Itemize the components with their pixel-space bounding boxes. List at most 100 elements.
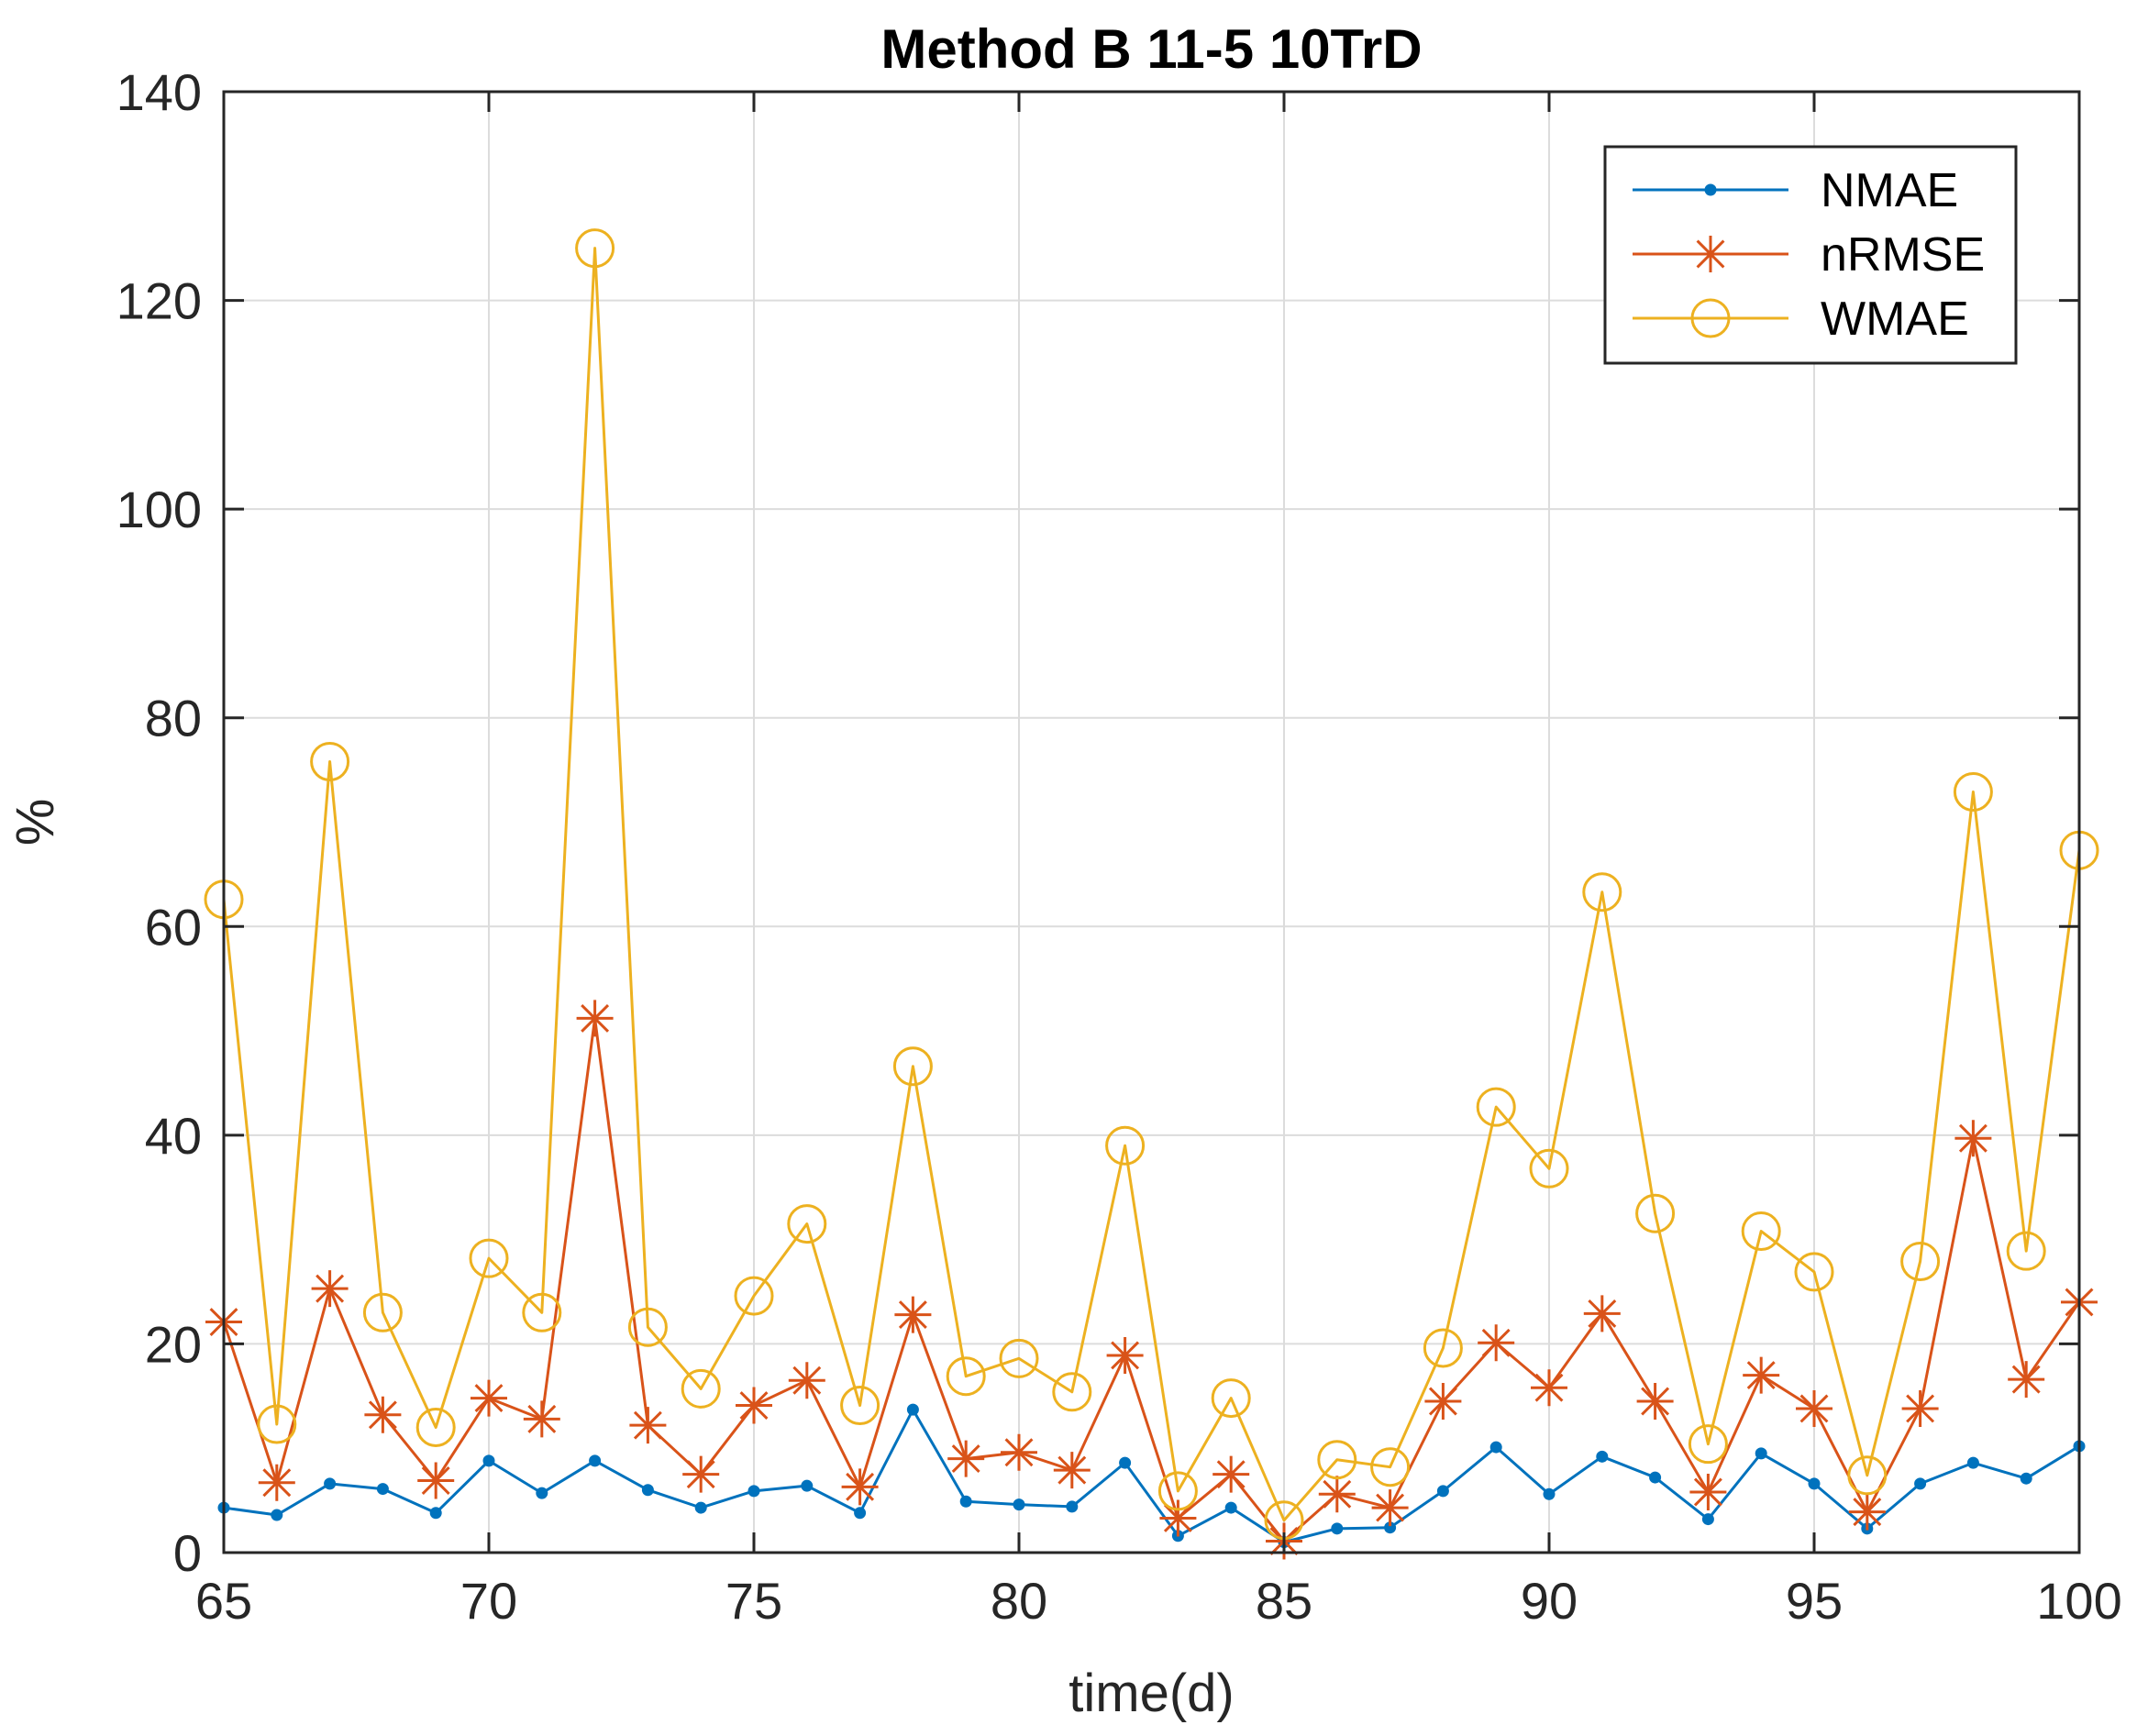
data-point-wmae [1105,1125,1146,1166]
data-point-wmae [1423,1328,1463,1368]
data-point-nmae [1701,1513,1714,1526]
x-tick-label: 65 [195,1572,252,1630]
series-nrmse [205,1000,2098,1560]
data-point-nrmse [523,1400,560,1438]
x-tick-label: 95 [1786,1572,1843,1630]
data-point-nrmse [1424,1383,1462,1421]
data-point-wmae [1953,772,1993,813]
data-point-wmae [1529,1148,1569,1189]
data-point-wmae [840,1386,880,1426]
data-point-nrmse [1318,1476,1356,1513]
data-point-wmae [1157,1471,1198,1511]
series-wmae [204,228,2099,1541]
x-tick-label: 100 [2036,1572,2121,1630]
series-line-nrmse [222,1016,2081,1542]
data-point-nmae [1596,1450,1609,1463]
series-layer [204,228,2099,1560]
data-point-wmae [946,1356,986,1397]
data-point-wmae [522,1292,562,1332]
data-point-wmae [1900,1242,1941,1282]
plot-frame [222,90,2081,1554]
data-point-nmae [694,1501,707,1514]
data-point-wmae [892,1046,933,1087]
data-point-nmae [959,1495,972,1508]
data-point-nrmse [947,1440,985,1477]
data-point-nmae [1755,1447,1767,1460]
data-point-nrmse [1796,1389,1833,1427]
data-point-nmae [1966,1456,1979,1469]
data-point-nmae [1119,1456,1132,1469]
data-point-nrmse [736,1387,772,1424]
legend-marker-wmae [1690,298,1731,338]
data-point-wmae [1794,1252,1834,1292]
data-point-nrmse [1901,1389,1939,1427]
data-point-nrmse [364,1396,402,1433]
data-point-wmae [362,1292,403,1332]
data-point-wmae [2006,1231,2046,1271]
data-point-wmae [999,1338,1039,1378]
data-point-wmae [575,228,615,269]
data-point-nmae [429,1507,442,1520]
data-point-nmae [641,1484,654,1497]
legend-label-wmae: WMAE [1821,293,1969,346]
data-point-nmae [747,1485,760,1498]
data-point-wmae [734,1276,774,1316]
data-point-nmae [1224,1501,1237,1514]
x-tick-label: 75 [725,1572,782,1630]
data-point-wmae [787,1204,827,1244]
data-point-nrmse [576,1000,614,1037]
data-point-nmae [1013,1498,1025,1511]
data-point-nrmse [1531,1369,1567,1407]
series-line-nmae [223,1408,2080,1544]
data-point-nmae [1649,1471,1662,1484]
data-point-nrmse [1478,1324,1515,1362]
data-point-wmae [1635,1193,1676,1233]
data-point-wmae [681,1368,721,1409]
y-tick-label: 20 [145,1315,202,1373]
data-point-wmae [257,1404,297,1444]
y-tick-label: 140 [116,63,202,121]
axis-ticks: 65 70 75 80 85 90 95 100 0 20 40 60 80 100 120 140 [116,63,2122,1630]
data-point-nrmse [1159,1499,1197,1537]
data-point-nmae [1543,1487,1556,1500]
data-point-wmae [1052,1372,1092,1412]
data-point-nrmse [1636,1383,1674,1421]
data-point-nrmse [1954,1120,1992,1157]
legend-label-nmae: NMAE [1821,164,1958,217]
y-tick-label: 120 [116,272,202,330]
data-point-nmae [854,1507,867,1520]
data-point-nrmse [1106,1336,1144,1374]
data-point-nmae [1489,1441,1502,1454]
data-point-wmae [1317,1440,1357,1480]
data-point-wmae [310,742,350,782]
data-point-nmae [1914,1477,1927,1490]
data-point-wmae [1211,1378,1251,1419]
x-axis-title: time(d) [1068,1664,1234,1723]
x-tick-label: 70 [460,1572,517,1630]
data-point-nmae [376,1483,389,1496]
data-point-nmae [906,1403,919,1416]
data-point-nmae [482,1454,495,1467]
data-point-wmae [627,1307,668,1347]
data-point-nrmse [417,1462,455,1499]
legend-marker-nrmse [1692,236,1729,272]
data-point-wmae [1741,1211,1781,1252]
y-tick-label: 60 [145,898,202,956]
data-point-nmae [536,1487,548,1499]
data-point-wmae [469,1238,509,1278]
data-point-nmae [801,1479,814,1492]
y-tick-label: 100 [116,481,202,538]
data-point-nrmse [1001,1433,1037,1471]
data-point-nrmse [841,1468,879,1506]
data-point-wmae [1582,872,1622,912]
legend: NMAE nRMSE WMAE [1603,145,2018,365]
data-point-nmae [1808,1477,1821,1490]
y-tick-label: 80 [145,690,202,747]
y-tick-label: 40 [145,1107,202,1165]
data-point-wmae [415,1407,456,1447]
data-point-wmae [1476,1087,1516,1127]
data-point-nmae [2020,1472,2032,1485]
legend-marker-nmae [1704,183,1717,196]
